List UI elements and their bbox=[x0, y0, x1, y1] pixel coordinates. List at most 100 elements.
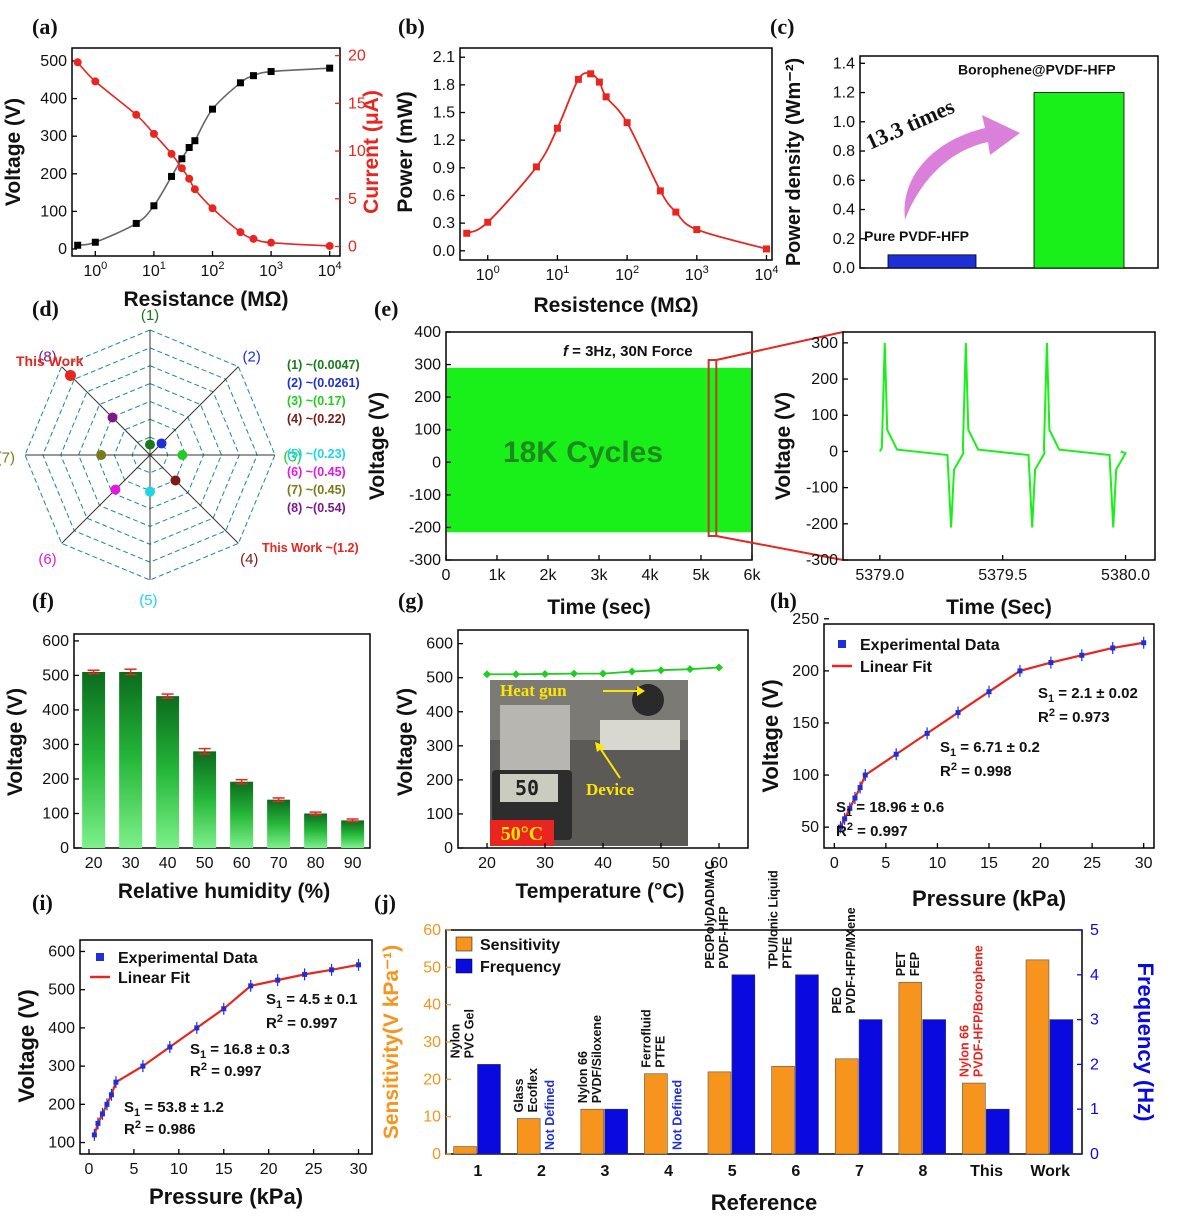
data-point-i bbox=[167, 1044, 173, 1050]
radar-point bbox=[96, 450, 107, 460]
data-point-i bbox=[329, 967, 335, 973]
data-point-current-a bbox=[167, 149, 176, 158]
data-point-temperature bbox=[628, 667, 636, 676]
radar-axis-label: (2) bbox=[243, 349, 261, 366]
data-point-h bbox=[862, 772, 868, 778]
x-axis-g-tick-label: 30 bbox=[536, 855, 554, 872]
material-label-2: PVDF-HFP/Borophene bbox=[971, 945, 985, 1077]
bar-label-c-1: Borophene@PVDF-HFP bbox=[958, 62, 1116, 78]
x-axis-e-tick-label: 4k bbox=[642, 567, 660, 584]
radar-this-work-label: This Work bbox=[16, 353, 84, 369]
x-axis-j-tick-label: 2 bbox=[537, 1163, 546, 1180]
data-point-voltage-a bbox=[150, 202, 158, 210]
x-axis-j-tick-label: Work bbox=[1030, 1163, 1070, 1180]
humidity-bar bbox=[267, 799, 291, 848]
data-point-h bbox=[1141, 640, 1147, 646]
data-point-h bbox=[924, 730, 930, 736]
data-point-voltage-a bbox=[191, 137, 199, 145]
sensitivity-bar bbox=[644, 1073, 668, 1155]
radar-spoke bbox=[61, 454, 151, 544]
legend-fit-h: Linear Fit bbox=[860, 659, 933, 676]
fit-slope-i-3: S1 = 4.5 ± 0.1 bbox=[266, 991, 358, 1011]
y-axis-g-tick-label: 300 bbox=[426, 738, 453, 755]
sensitivity-bar bbox=[453, 1146, 477, 1155]
sensitivity-bar bbox=[898, 981, 923, 1155]
y-axis-title-a: Voltage (V) bbox=[2, 98, 25, 206]
radar-axis-label: (6) bbox=[38, 551, 56, 568]
x-axis-f-tick-label: 20 bbox=[85, 855, 103, 872]
material-label-1: PET bbox=[894, 952, 908, 977]
material-label-2: PTFE bbox=[653, 1036, 667, 1068]
x-axis-b-tick-label: 101 bbox=[545, 264, 569, 284]
panel-b: Resistence (MΩ) Power (mW) 0.0 0.3 0.6 0.9 1… bbox=[394, 47, 779, 317]
y-axis-c-tick-label: 0.6 bbox=[833, 172, 855, 189]
y2-axis-a-tick-label: 10 bbox=[348, 143, 366, 160]
panel-label-c: (c) bbox=[770, 14, 794, 39]
data-point-h bbox=[893, 751, 899, 757]
data-point-voltage-a bbox=[326, 64, 334, 72]
device-label: Device bbox=[586, 780, 635, 799]
legend-experimental-i: Experimental Data bbox=[118, 950, 258, 967]
power-curve-b bbox=[466, 72, 767, 250]
radar-axis-label: (7) bbox=[0, 449, 15, 466]
sensitivity-bar bbox=[771, 1065, 795, 1155]
x-axis-b-tick-label: 103 bbox=[685, 264, 709, 284]
r2-value: = 0.997 bbox=[283, 1015, 338, 1032]
y-axis-g-tick-label: 0 bbox=[444, 840, 453, 857]
radar-axis-label: (5) bbox=[139, 592, 157, 609]
data-point-voltage-a bbox=[178, 155, 186, 163]
y-axis-i-tick-label: 600 bbox=[48, 943, 75, 960]
x-axis-j-tick-label: 4 bbox=[664, 1163, 673, 1180]
x-axis-e-tick-label: 0 bbox=[442, 567, 451, 584]
radar-axis-label: (8) bbox=[38, 349, 56, 366]
y2-axis-j-tick-label: 1 bbox=[1090, 1101, 1099, 1118]
x-axis-j-tick-label: 6 bbox=[791, 1163, 800, 1180]
slope-symbol: S bbox=[266, 991, 276, 1008]
data-point-i bbox=[95, 1120, 101, 1126]
x-axis-f-tick-label: 30 bbox=[122, 855, 140, 872]
data-point-i bbox=[108, 1092, 114, 1098]
y-axis-e-tick-label: 300 bbox=[414, 357, 441, 374]
y-axis-g-tick-label: 200 bbox=[426, 772, 453, 789]
x-axis-i-tick-label: 10 bbox=[170, 1161, 188, 1178]
panel-label-b: (b) bbox=[398, 14, 425, 39]
y2-axis-a-tick-label: 15 bbox=[348, 95, 366, 112]
plot-area-g: 0 100 200 300 400 500 600 20 30 40 50 60 bbox=[426, 636, 728, 872]
y2-axis-j-tick-label: 2 bbox=[1090, 1056, 1099, 1073]
radar-spoke bbox=[149, 454, 239, 544]
data-point-current-a bbox=[177, 164, 186, 173]
zoom-connector-top bbox=[716, 331, 844, 361]
y-axis-a-tick-label: 0 bbox=[58, 241, 67, 258]
growth-arrow-icon bbox=[904, 115, 1020, 220]
radar-chart-d: (1) (2) (3) (4) (5) (6) (7) (8) bbox=[0, 307, 302, 609]
data-point-voltage-a bbox=[249, 72, 257, 80]
x-axis-a-tick-label: 100 bbox=[83, 260, 107, 280]
y-axis-g-tick-label: 100 bbox=[426, 806, 453, 823]
y-axis-b-tick-label: 1.2 bbox=[433, 132, 455, 149]
radar-point bbox=[107, 412, 118, 423]
data-point-i bbox=[221, 1006, 227, 1012]
humidity-bar bbox=[193, 751, 217, 848]
y-axis-a-tick-label: 100 bbox=[40, 203, 67, 220]
data-point-h bbox=[955, 710, 961, 716]
material-label-2: PVDF/Siloxene bbox=[590, 1015, 604, 1103]
panel-label-d: (d) bbox=[32, 296, 59, 321]
x-axis-b-tick-label: 104 bbox=[755, 264, 779, 284]
humidity-bar bbox=[82, 671, 106, 848]
radar-point-this-work bbox=[64, 369, 76, 381]
y-axis-f-tick-label: 400 bbox=[42, 702, 69, 719]
slope-value: = 18.96 ± 0.6 bbox=[852, 799, 944, 816]
y-axis-ez-tick-label: 0 bbox=[829, 443, 838, 460]
data-point-voltage-a bbox=[185, 143, 193, 151]
y2-axis-j-tick-label: 5 bbox=[1090, 922, 1099, 939]
y2-axis-a-tick-label: 20 bbox=[348, 48, 366, 65]
fit-r2-h-3: R2 = 0.973 bbox=[1038, 707, 1110, 726]
x-axis-e-tick-label: 1k bbox=[489, 567, 507, 584]
humidity-bar bbox=[304, 813, 328, 848]
y-axis-j-tick-label: 40 bbox=[423, 997, 441, 1014]
frequency-bar bbox=[986, 1108, 1010, 1155]
frequency-bar bbox=[795, 974, 819, 1155]
material-label-1: Nylon 66 bbox=[957, 1025, 971, 1077]
y-axis-ez-tick-label: -100 bbox=[806, 480, 838, 497]
data-point-voltage-a bbox=[91, 238, 99, 246]
